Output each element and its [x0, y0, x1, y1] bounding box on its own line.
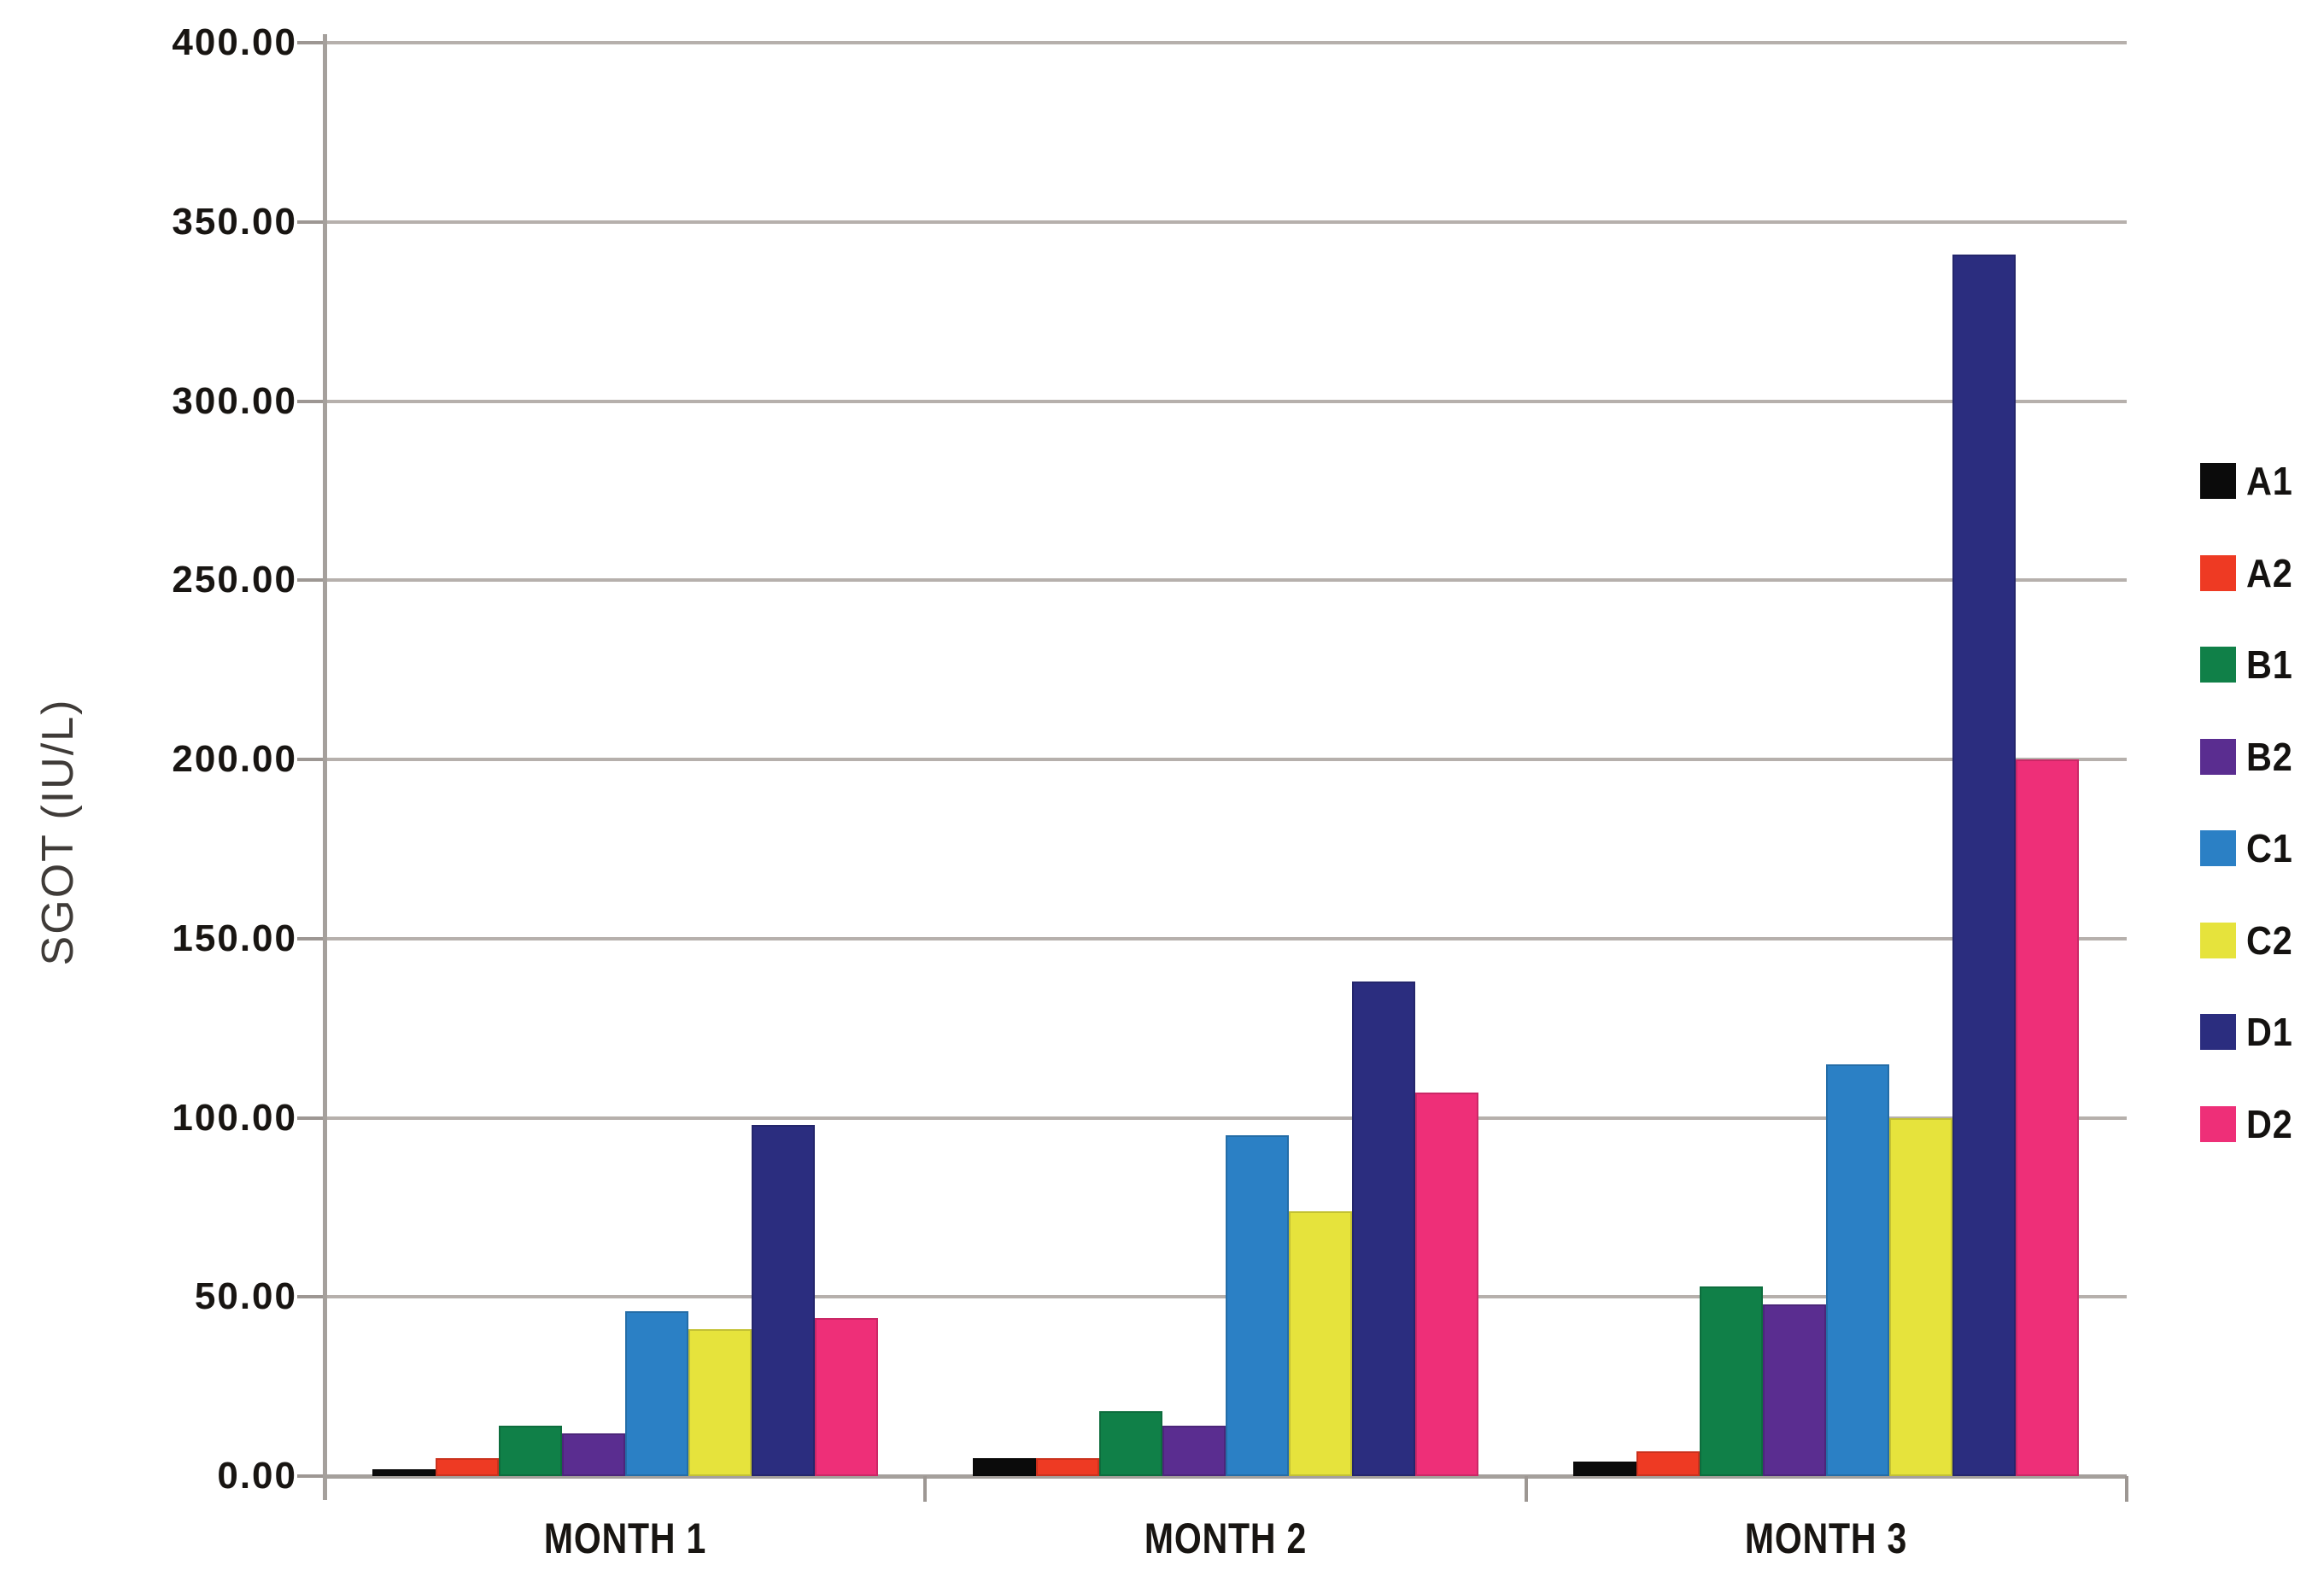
legend-label: B1 [2246, 642, 2293, 687]
legend-swatch-a2 [2200, 554, 2236, 591]
bar-c1-month2 [1226, 1135, 1289, 1476]
bar-c1-month3 [1826, 1064, 1890, 1476]
y-axis-tick [297, 220, 323, 224]
legend-swatch-c2 [2200, 922, 2236, 958]
gridline [325, 220, 2127, 224]
x-category-label: MONTH 2 [1144, 1515, 1308, 1562]
legend-item-c2: C2 [2200, 917, 2298, 964]
bar-a1-month2 [973, 1458, 1036, 1476]
y-axis-title: SGOT (IU/L) [33, 698, 83, 966]
legend-label: C2 [2246, 917, 2293, 963]
bar-b1-month3 [1700, 1286, 1764, 1476]
bar-b1-month2 [1099, 1411, 1162, 1476]
gridline [325, 578, 2127, 583]
bar-d2-month1 [814, 1318, 878, 1476]
y-tick-label: 0.00 [217, 1455, 297, 1497]
bar-c1-month1 [624, 1311, 688, 1476]
y-axis-tick [297, 399, 323, 403]
x-category-label: MONTH 1 [543, 1515, 706, 1562]
x-axis-tick [2125, 1476, 2128, 1502]
x-axis-tick [923, 1476, 928, 1502]
bar-c2-month3 [1889, 1117, 1953, 1476]
bar-a1-month3 [1573, 1462, 1637, 1476]
legend-label: D1 [2246, 1010, 2293, 1054]
legend-item-d2: D2 [2200, 1101, 2298, 1147]
bar-d2-month2 [1415, 1093, 1478, 1476]
bar-a1-month1 [372, 1468, 436, 1476]
bar-b2-month2 [1162, 1426, 1226, 1476]
bar-b1-month1 [498, 1426, 562, 1476]
y-axis-line [323, 34, 327, 1500]
legend-swatch-a1 [2200, 463, 2236, 499]
y-tick-label: 400.00 [172, 21, 297, 63]
y-tick-label: 250.00 [172, 559, 297, 601]
bar-b2-month3 [1763, 1304, 1827, 1476]
legend-swatch-d1 [2200, 1014, 2236, 1050]
legend-item-b1: B1 [2200, 642, 2298, 688]
y-tick-label: 350.00 [172, 200, 297, 243]
y-axis-tick [297, 758, 323, 761]
legend-swatch-c1 [2200, 830, 2236, 866]
x-axis-tick [1524, 1476, 1528, 1502]
bar-d1-month2 [1352, 982, 1415, 1476]
legend-item-b2: B2 [2200, 734, 2298, 780]
gridline [325, 936, 2127, 940]
y-axis-tick [297, 936, 323, 940]
x-axis-line [325, 1474, 2127, 1479]
y-axis-tick [297, 1474, 323, 1478]
gridline [325, 399, 2127, 403]
legend-label: A2 [2246, 550, 2293, 595]
y-tick-label: 50.00 [194, 1275, 297, 1318]
bar-a2-month3 [1636, 1450, 1701, 1476]
y-tick-label: 100.00 [172, 1096, 297, 1139]
y-tick-label: 300.00 [172, 379, 297, 422]
x-category-label: MONTH 3 [1745, 1515, 1908, 1562]
y-axis-tick [297, 1116, 323, 1120]
bar-c2-month2 [1289, 1210, 1352, 1476]
gridline [325, 41, 2127, 44]
legend-swatch-b1 [2200, 647, 2236, 683]
gridline [325, 758, 2127, 761]
legend-item-a2: A2 [2200, 550, 2298, 596]
legend-item-c1: C1 [2200, 825, 2298, 871]
bar-b2-month1 [561, 1433, 625, 1476]
y-axis-tick [297, 578, 323, 583]
legend-swatch-b2 [2200, 738, 2236, 775]
legend-label: D2 [2246, 1101, 2293, 1146]
legend-item-d1: D1 [2200, 1009, 2298, 1055]
bar-d1-month1 [751, 1124, 815, 1476]
bar-c2-month1 [688, 1329, 752, 1476]
legend-label: C1 [2246, 826, 2293, 870]
bar-d1-month3 [1952, 254, 2017, 1476]
y-tick-label: 150.00 [172, 917, 297, 959]
bar-a2-month2 [1036, 1458, 1099, 1476]
y-axis-tick [297, 1295, 323, 1299]
y-axis-tick [297, 41, 323, 44]
legend-label: B2 [2246, 734, 2293, 779]
legend-label: A1 [2246, 459, 2293, 503]
gridline [325, 1116, 2127, 1120]
bar-d2-month3 [2016, 759, 2080, 1476]
bar-a2-month1 [435, 1458, 499, 1476]
y-tick-label: 200.00 [172, 738, 297, 780]
legend-item-a1: A1 [2200, 458, 2298, 504]
legend-swatch-d2 [2200, 1105, 2236, 1142]
